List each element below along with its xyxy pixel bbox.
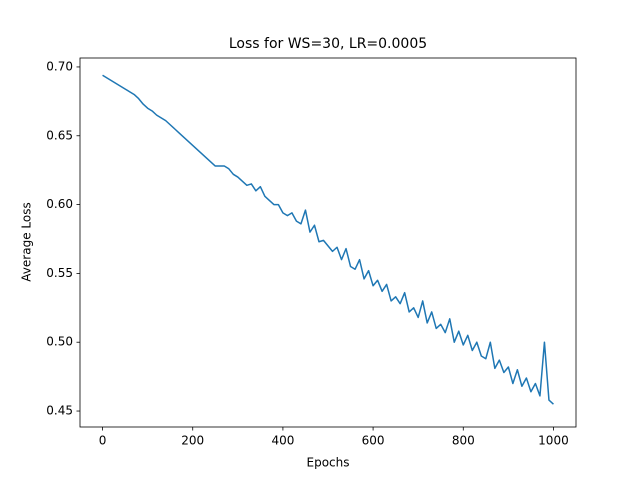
y-tick-label: 0.70 <box>46 59 73 73</box>
y-tick-label: 0.45 <box>46 404 73 418</box>
y-tick-label: 0.60 <box>46 197 73 211</box>
y-axis-label: Average Loss <box>20 202 34 281</box>
data-line <box>102 74 554 405</box>
y-tick-label: 0.50 <box>46 335 73 349</box>
x-tick-label: 600 <box>362 434 385 448</box>
x-tick-label: 800 <box>452 434 475 448</box>
x-tick-label: 200 <box>181 434 204 448</box>
x-axis-label: Epochs <box>307 456 350 470</box>
chart-title: Loss for WS=30, LR=0.0005 <box>229 36 427 52</box>
plot-frame <box>79 57 577 428</box>
y-tick-label: 0.55 <box>46 266 73 280</box>
x-tick-label: 0 <box>99 434 107 448</box>
x-tick-label: 1000 <box>538 434 569 448</box>
x-tick-label: 400 <box>271 434 294 448</box>
y-tick-label: 0.65 <box>46 128 73 142</box>
